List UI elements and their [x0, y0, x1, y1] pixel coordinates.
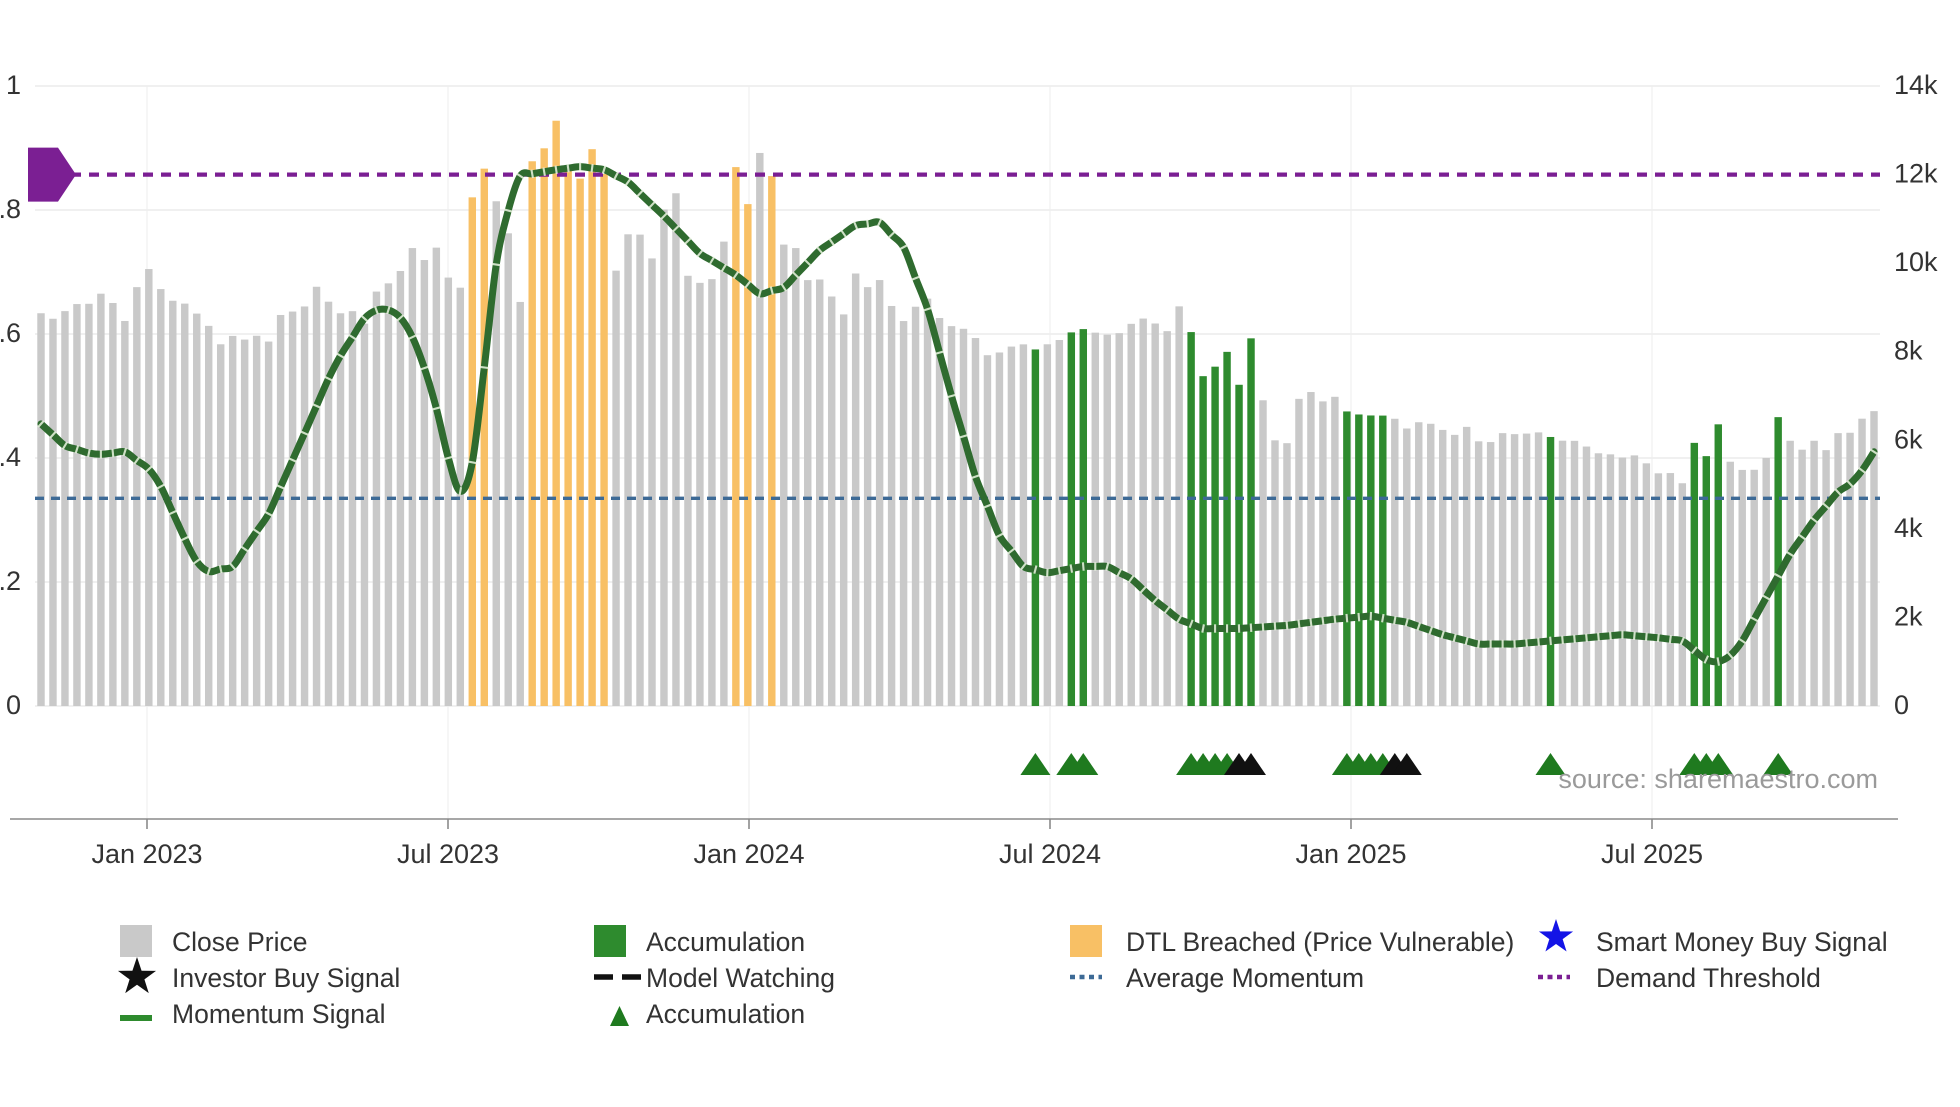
svg-text:Demand Threshold: Demand Threshold: [1596, 963, 1821, 993]
svg-text:Investor Buy Signal: Investor Buy Signal: [172, 963, 400, 993]
svg-text:Close Price: Close Price: [172, 927, 308, 957]
svg-text:DTL Breached (Price Vulnerable: DTL Breached (Price Vulnerable): [1126, 927, 1514, 957]
svg-text:Smart Money Buy Signal: Smart Money Buy Signal: [1596, 927, 1888, 957]
svg-text:Accumulation: Accumulation: [646, 999, 805, 1029]
svg-text:Model Watching: Model Watching: [646, 963, 835, 993]
svg-text:Accumulation: Accumulation: [646, 927, 805, 957]
svg-text:Average Momentum: Average Momentum: [1126, 963, 1364, 993]
svg-text:Momentum Signal: Momentum Signal: [172, 999, 386, 1029]
